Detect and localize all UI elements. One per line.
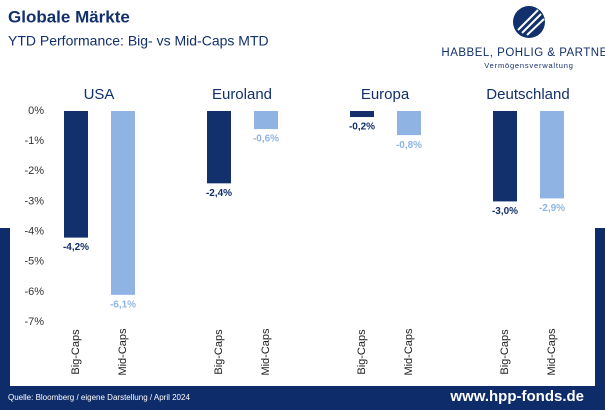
x-tick-label: Mid-Caps <box>117 328 129 376</box>
y-tick-label: -1% <box>24 135 44 147</box>
brand-sub: Vermögensverwaltung <box>484 61 573 70</box>
x-tick-label: Big-Caps <box>356 329 368 375</box>
bar <box>64 111 88 238</box>
logo: HABBEL, POHLIG & PARTNER Vermögensverwal… <box>441 6 605 70</box>
group-label: Euroland <box>212 86 272 103</box>
website: www.hpp-fonds.de <box>449 388 584 405</box>
group-label: Deutschland <box>486 86 569 103</box>
value-label: -0,8% <box>396 140 422 151</box>
value-label: -0,2% <box>349 122 375 133</box>
y-tick-label: -4% <box>24 225 44 237</box>
y-tick-label: -3% <box>24 195 44 207</box>
bar <box>111 111 135 295</box>
brand: HABBEL, POHLIG & PARTNER <box>441 47 605 59</box>
chart-title: Globale Märkte <box>8 7 130 26</box>
value-label: -2,4% <box>206 188 232 199</box>
value-label: -2,9% <box>539 203 565 214</box>
value-label: -6,1% <box>110 300 136 311</box>
value-label: -4,2% <box>63 242 89 253</box>
value-label: -0,6% <box>253 134 279 145</box>
bar <box>397 111 421 136</box>
group-label: USA <box>84 86 115 103</box>
source: Quelle: Bloomberg / eigene Darstellung /… <box>8 393 190 402</box>
group-label: Europa <box>361 86 410 103</box>
chart-subtitle: YTD Performance: Big- vs Mid-Caps MTD <box>8 33 269 49</box>
bar <box>493 111 517 202</box>
y-tick-label: -6% <box>24 286 44 298</box>
x-tick-label: Mid-Caps <box>260 328 272 376</box>
x-tick-label: Big-Caps <box>70 329 82 375</box>
x-tick-label: Mid-Caps <box>546 328 558 376</box>
frame <box>0 228 605 410</box>
bar <box>540 111 564 199</box>
y-tick-label: 0% <box>28 105 44 117</box>
x-tick-label: Big-Caps <box>499 329 511 375</box>
bar <box>254 111 278 130</box>
x-tick-label: Big-Caps <box>213 329 225 375</box>
bar <box>207 111 231 184</box>
y-tick-label: -5% <box>24 256 44 268</box>
value-label: -3,0% <box>492 206 518 217</box>
bar <box>350 111 374 118</box>
y-tick-label: -7% <box>24 316 44 328</box>
y-tick-label: -2% <box>24 165 44 177</box>
x-tick-label: Mid-Caps <box>403 328 415 376</box>
logo-icon <box>513 6 545 38</box>
logo-stripes <box>517 9 545 36</box>
